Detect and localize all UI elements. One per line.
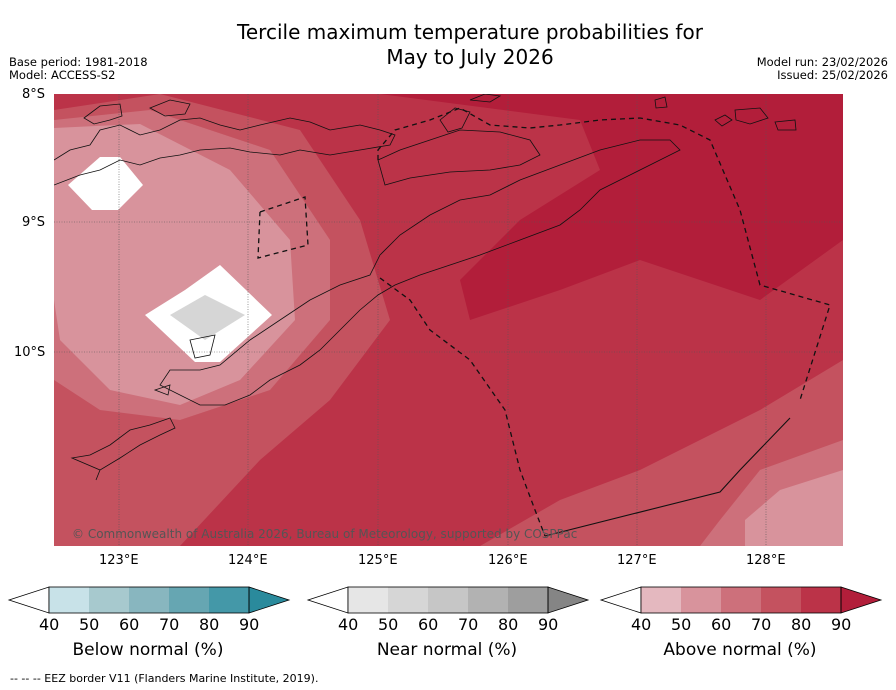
gridlines (54, 94, 843, 546)
lon-label-127e: 127°E (617, 553, 657, 568)
lon-label-125e: 125°E (358, 553, 398, 568)
below-swatch-3 (129, 587, 169, 613)
field-80-90 (380, 94, 843, 320)
lat-label-10s: 10°S (14, 345, 46, 360)
above-frame (640, 586, 842, 614)
below-swatch-1 (49, 587, 89, 613)
near-swatch-2 (388, 587, 428, 613)
near-swatch-1 (348, 587, 388, 613)
near-tick-60: 60 (418, 615, 439, 634)
above-arrow-high (840, 586, 883, 614)
colorbars (7, 586, 883, 614)
title-line-1: Tercile maximum temperature probabilitie… (237, 20, 703, 44)
field-white-nw (68, 157, 143, 210)
above-swatch-1 (641, 587, 681, 613)
below-frame (48, 586, 250, 614)
lat-label-8s: 8°S (22, 87, 46, 102)
below-swatch-5 (209, 587, 249, 613)
above-tick-70: 70 (751, 615, 772, 634)
above-normal-label: Above normal (%) (663, 640, 817, 660)
above-arrow-low (599, 586, 642, 614)
near-normal-label: Near normal (%) (376, 640, 518, 660)
lon-label-124e: 124°E (228, 553, 268, 568)
lon-label-123e: 123°E (99, 553, 139, 568)
near-swatch-5 (508, 587, 548, 613)
below-arrow-low (7, 586, 50, 614)
coastlines (54, 94, 797, 481)
near-arrow-low (306, 586, 349, 614)
model-name: Model: ACCESS-S2 (9, 68, 116, 82)
above-tick-50: 50 (671, 615, 692, 634)
meta-left: Base period: 1981-2018 Model: ACCESS-S2 (9, 56, 148, 82)
above-swatch-4 (761, 587, 801, 613)
copyright-text: © Commonwealth of Australia 2026, Bureau… (72, 527, 578, 541)
near-tick-70: 70 (458, 615, 479, 634)
lon-label-128e: 128°E (746, 553, 786, 568)
above-tick-40: 40 (631, 615, 652, 634)
above-swatch-2 (681, 587, 721, 613)
near-arrow-high (547, 586, 590, 614)
meta-right: Model run: 23/02/2026 Issued: 25/02/2026 (757, 56, 888, 82)
sea-boundary (544, 417, 791, 537)
above-swatch-3 (721, 587, 761, 613)
below-tick-50: 50 (79, 615, 100, 634)
below-arrow-high (248, 586, 291, 614)
base-period: Base period: 1981-2018 (9, 55, 148, 69)
below-swatch-4 (169, 587, 209, 613)
below-tick-70: 70 (159, 615, 180, 634)
below-tick-40: 40 (39, 615, 60, 634)
field-near-c (170, 295, 245, 340)
near-frame (347, 586, 549, 614)
above-tick-80: 80 (791, 615, 812, 634)
lat-label-9s: 9°S (22, 215, 46, 230)
above-tick-90: 90 (831, 615, 852, 634)
below-tick-80: 80 (199, 615, 220, 634)
footer-note: -- -- -- EEZ border V11 (Flanders Marine… (10, 672, 319, 685)
near-tick-80: 80 (498, 615, 519, 634)
near-tick-40: 40 (338, 615, 359, 634)
near-swatch-3 (428, 587, 468, 613)
near-tick-50: 50 (378, 615, 399, 634)
chart-title: Tercile maximum temperature probabilitie… (0, 20, 896, 70)
issued-date: Issued: 25/02/2026 (777, 68, 888, 82)
probability-field (54, 94, 843, 546)
below-tick-90: 90 (239, 615, 260, 634)
below-tick-60: 60 (119, 615, 140, 634)
eez-border (257, 107, 831, 537)
near-tick-90: 90 (538, 615, 559, 634)
above-tick-60: 60 (711, 615, 732, 634)
below-swatch-2 (89, 587, 129, 613)
lon-label-126e: 126°E (488, 553, 528, 568)
below-normal-label: Below normal (%) (72, 640, 224, 660)
model-run: Model run: 23/02/2026 (756, 55, 888, 69)
field-40-50-se (745, 470, 843, 546)
near-swatch-4 (468, 587, 508, 613)
above-swatch-5 (801, 587, 841, 613)
title-line-2: May to July 2026 (386, 45, 554, 69)
